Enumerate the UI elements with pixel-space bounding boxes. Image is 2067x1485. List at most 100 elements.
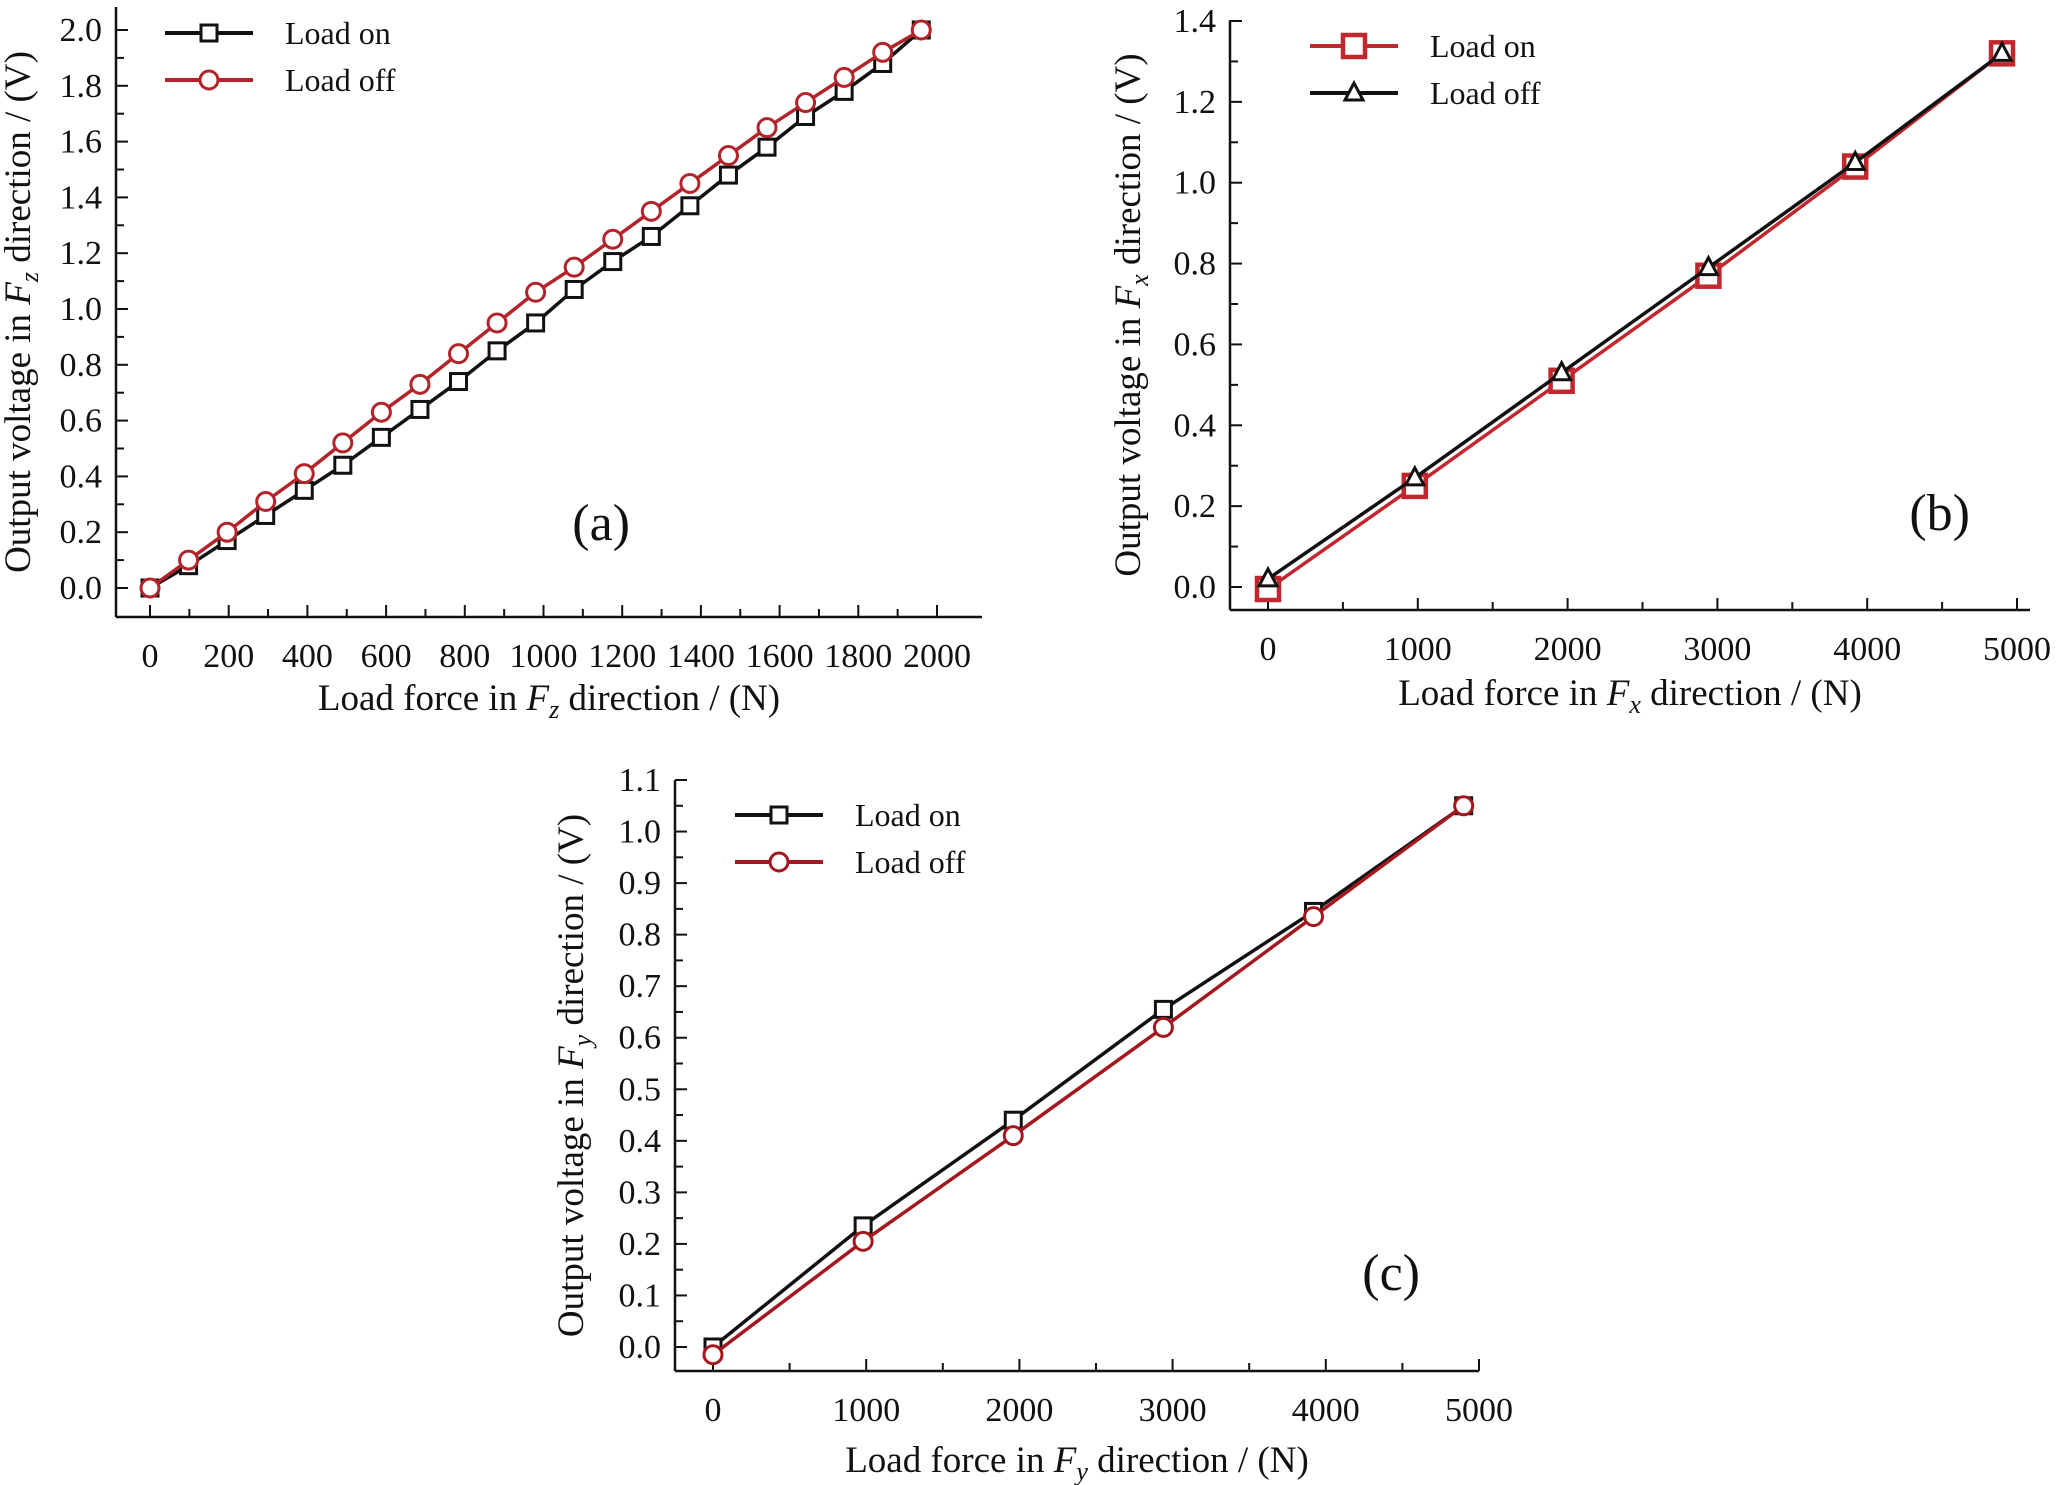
- y-tick-label: 0.6: [1174, 326, 1217, 363]
- x-tick-label: 1800: [824, 638, 892, 675]
- x-tick-label: 1000: [1384, 631, 1452, 668]
- data-point-circle: [370, 401, 392, 423]
- x-tick-label: 1000: [510, 638, 578, 675]
- y-tick-label: 0.1: [619, 1277, 662, 1314]
- y-axis-title: Output voltage in Fx direction / (V): [1108, 53, 1154, 576]
- y-tick-label: 0.5: [619, 1071, 662, 1108]
- data-point-circle: [910, 19, 932, 41]
- y-tick-label: 0.4: [1174, 407, 1217, 444]
- panel-label: (c): [1362, 1245, 1420, 1302]
- panel-label: (a): [572, 495, 630, 552]
- data-point-circle: [1002, 1125, 1024, 1147]
- x-axis-title-suffix: direction / (N): [1641, 673, 1862, 714]
- y-axis-title-prefix: Output voltage in: [0, 305, 39, 573]
- chart-panel-b: 0 1000 2000 3000 4000 5000 0.0 0.2 0.4 0.6 0.8 1.0 1…: [1108, 3, 2051, 719]
- data-point-circle: [255, 491, 277, 513]
- x-tick-label: 600: [361, 638, 412, 675]
- y-tick-label: 0.6: [60, 403, 103, 440]
- data-point-circle: [139, 577, 161, 599]
- data-point-circle: [563, 256, 585, 278]
- legend-label: Load on: [285, 15, 391, 51]
- data-point-circle: [1303, 906, 1325, 928]
- legend-entry: Load off: [165, 62, 396, 98]
- x-tick-label: 0: [705, 1392, 722, 1429]
- data-point-square: [680, 196, 700, 216]
- y-tick-label: 0.8: [1174, 246, 1217, 283]
- series-load-off: [1256, 40, 2014, 588]
- x-tick-label: 4000: [1292, 1392, 1360, 1429]
- y-tick-label: 0.3: [619, 1174, 662, 1211]
- series-line: [711, 804, 1465, 1357]
- y-tick-label: 0.7: [619, 968, 662, 1005]
- data-point-circle: [525, 281, 547, 303]
- x-tick-label: 0: [142, 638, 159, 675]
- legend-marker-circle: [768, 851, 790, 873]
- data-point-triangle: [1550, 359, 1574, 382]
- x-tick-label: 400: [282, 638, 333, 675]
- legend-entry: Load on: [1310, 28, 1536, 64]
- legend-marker-triangle: [1342, 79, 1366, 102]
- data-point-circle: [1453, 795, 1475, 817]
- x-tick-label: 1000: [832, 1392, 900, 1429]
- y-axis-title-subscript: y: [568, 1034, 597, 1049]
- legend-label: Load off: [855, 844, 966, 880]
- x-tick-label: 5000: [1445, 1392, 1513, 1429]
- data-point-triangle: [1403, 464, 1427, 487]
- y-tick-label: 0.2: [1174, 488, 1217, 525]
- x-tick-label: 2000: [985, 1392, 1053, 1429]
- legend-label: Load off: [1430, 75, 1541, 111]
- y-tick-label: 0.0: [1174, 569, 1217, 606]
- legend-entry: Load off: [735, 844, 966, 880]
- legend-label: Load on: [855, 797, 961, 833]
- x-axis-title-subscript: x: [1628, 690, 1641, 719]
- data-point-circle: [486, 312, 508, 334]
- chart-panel-a: 0 200 400 600 800 1000 1200 1400 1600 1800 2000 0.0…: [0, 7, 982, 724]
- data-point-circle: [640, 200, 662, 222]
- series-load-off: [139, 19, 932, 599]
- y-tick-label: 0.2: [619, 1226, 662, 1263]
- data-point-square: [449, 372, 469, 392]
- data-point-triangle: [1990, 40, 2014, 62]
- y-axis-title-subscript: z: [15, 272, 44, 283]
- y-axis-title-prefix: Output voltage in: [1108, 308, 1149, 576]
- y-tick-label: 1.0: [619, 814, 662, 851]
- data-point-square: [371, 427, 391, 447]
- y-axis-title-suffix: direction / (V): [551, 814, 592, 1035]
- data-point-square: [487, 341, 507, 361]
- data-point-square: [1153, 999, 1173, 1019]
- y-tick-label: 0.0: [60, 570, 103, 607]
- data-point-square: [564, 279, 584, 299]
- panel-label: (b): [1909, 485, 1970, 542]
- x-tick-label: 200: [203, 638, 254, 675]
- data-point-square: [641, 226, 661, 246]
- data-point-triangle: [1696, 254, 1720, 277]
- y-axis-title-prefix: Output voltage in: [551, 1069, 592, 1337]
- y-tick-label: 0.4: [619, 1123, 662, 1160]
- data-point-circle: [702, 1344, 724, 1366]
- x-axis-title-prefix: Load force in: [318, 678, 527, 719]
- y-axis-title-suffix: direction / (V): [1108, 53, 1149, 274]
- legend-entry: Load off: [1310, 75, 1541, 111]
- data-point-circle: [679, 172, 701, 194]
- legend-label: Load off: [285, 62, 396, 98]
- y-tick-label: 1.2: [1174, 84, 1217, 121]
- data-point-square: [410, 399, 430, 419]
- data-point-circle: [852, 1230, 874, 1252]
- y-axis-title-variable: F: [1108, 285, 1149, 309]
- y-tick-label: 1.0: [60, 291, 103, 328]
- x-axis-title-suffix: direction / (N): [559, 678, 780, 719]
- data-point-circle: [332, 432, 354, 454]
- series-line: [1267, 51, 2004, 581]
- x-axis-title-variable: F: [525, 678, 549, 719]
- chart-panel-c: 0 1000 2000 3000 4000 5000 0.0 0.1 0.2 0.3 0.4 0.5 0…: [551, 762, 1513, 1485]
- legend-entry: Load on: [165, 15, 391, 51]
- y-tick-label: 1.1: [619, 762, 662, 799]
- series-load-on: [703, 796, 1474, 1357]
- data-point-circle: [448, 343, 470, 365]
- data-point-triangle: [1256, 565, 1280, 588]
- data-point-circle: [717, 145, 739, 167]
- series-line: [1266, 51, 2004, 591]
- y-tick-label: 0.8: [619, 917, 662, 954]
- y-tick-label: 0.4: [60, 458, 103, 495]
